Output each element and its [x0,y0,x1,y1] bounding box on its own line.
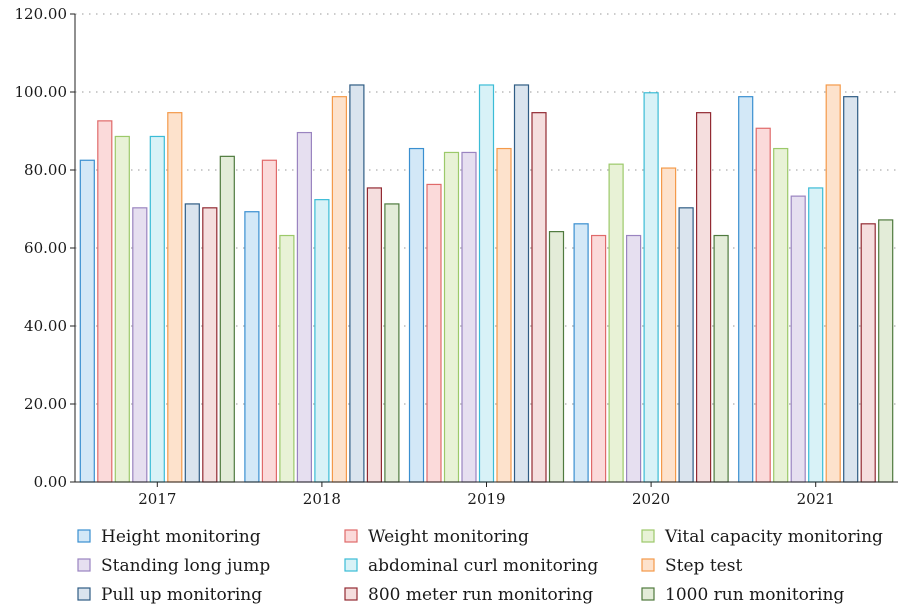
legend-label: Height monitoring [101,527,261,547]
bar [314,199,330,483]
legend: Height monitoring Weight monitoring Vital … [77,527,883,605]
bar [590,234,607,483]
bar [279,234,295,483]
bar [878,219,894,483]
legend-swatch [77,558,91,572]
bar [184,203,200,483]
legend-swatch [641,529,655,543]
bar [695,112,712,483]
x-tick-label: 2019 [467,490,505,508]
bar [244,211,260,483]
x-tick-label: 2018 [303,490,341,508]
bar [461,151,477,483]
y-tick-labels: 0.00 20.00 40.00 60.00 80.00 100.00 120.00 [15,5,68,491]
bar [261,159,277,483]
bar [625,234,642,483]
legend-label: abdominal curl monitoring [368,556,598,576]
legend-swatch [344,529,358,543]
bar [149,135,165,483]
x-tick-labels: 2017 2018 2019 2020 2021 [138,482,835,508]
y-tick-label: 40.00 [24,317,67,335]
bar [608,163,624,483]
y-tick-label: 0.00 [34,473,67,491]
x-tick-label: 2021 [797,490,835,508]
bar [773,147,789,483]
legend-swatch [641,587,655,601]
legend-label: Weight monitoring [368,527,529,547]
bar [573,223,589,483]
legend-label: Standing long jump [101,556,270,576]
bar [860,223,876,483]
bar [97,120,113,483]
bar [808,187,824,483]
legend-swatch [77,587,91,601]
bar [496,147,512,483]
y-tick-label: 80.00 [24,161,67,179]
bar [755,127,771,483]
bar [296,131,312,483]
gridlines [70,13,898,483]
legend-swatch [344,587,358,601]
y-tick-label: 100.00 [15,83,68,101]
bar [349,84,365,483]
legend-swatch [344,558,358,572]
legend-label: 800 meter run monitoring [368,585,593,605]
y-tick-label: 20.00 [24,395,67,413]
bar [678,207,694,483]
bar [825,84,841,483]
bar [219,155,235,483]
legend-label: 1000 run monitoring [665,585,844,605]
x-tick-label: 2017 [138,490,176,508]
bar [713,234,729,483]
bar [366,187,382,483]
bars [79,84,894,483]
y-tick-label: 60.00 [24,239,67,257]
legend-label: Step test [665,556,742,576]
legend-label: Pull up monitoring [101,585,262,605]
bar [790,195,806,483]
y-tick-label: 120.00 [15,5,68,23]
legend-label: Vital capacity monitoring [664,527,883,547]
bar [643,92,659,483]
bar [548,231,565,483]
bar [167,112,183,483]
bar [531,112,547,483]
legend-swatch [641,558,655,572]
bar [478,84,495,483]
bar [513,84,530,483]
bar [132,207,148,483]
x-tick-label: 2020 [632,490,670,508]
bar [331,96,347,483]
legend-swatch [77,529,91,543]
bar [408,147,425,483]
bar [660,167,677,483]
bar [738,96,754,483]
bar [79,159,95,483]
bar [202,207,218,483]
bar [114,135,130,483]
bar [443,151,460,483]
bar [426,183,442,483]
bar [843,96,859,483]
bar [384,203,400,483]
